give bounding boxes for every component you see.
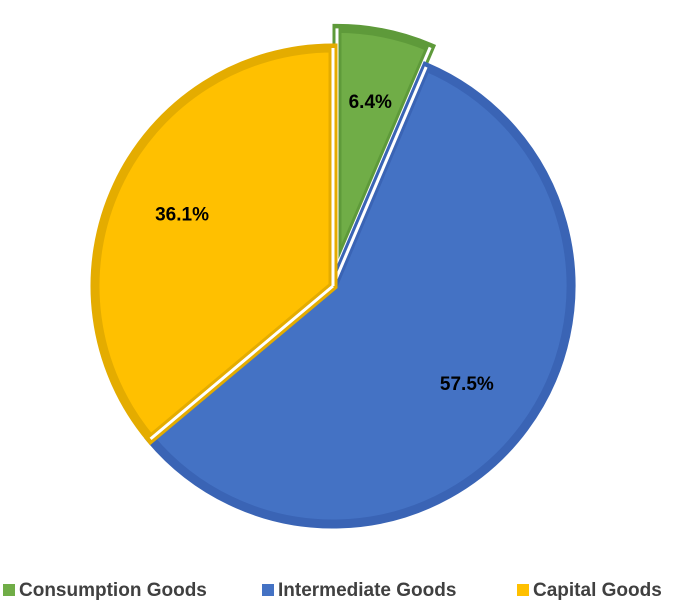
pie-slices	[90, 23, 576, 529]
legend: Consumption Goods Intermediate Goods Capit…	[3, 580, 662, 601]
slice-separator-capital-goods-0	[149, 284, 334, 441]
slice-label-consumption-goods: 6.4%	[349, 92, 392, 113]
legend-label-consumption-goods: Consumption Goods	[19, 580, 207, 601]
legend-label-capital-goods: Capital Goods	[533, 580, 662, 601]
slice-label-intermediate-goods: 57.5%	[440, 374, 494, 395]
legend-swatch-intermediate-goods	[262, 584, 274, 596]
pie-slice-intermediate-goods	[144, 61, 576, 529]
pie-slice-capital-goods	[90, 43, 338, 446]
slice-label-capital-goods: 36.1%	[155, 205, 209, 226]
legend-label-intermediate-goods: Intermediate Goods	[278, 580, 456, 601]
slice-separator-intermediate-goods-0	[331, 66, 428, 287]
legend-swatch-consumption-goods	[3, 584, 15, 596]
slice-labels: 6.4% 57.5% 36.1%	[155, 92, 494, 395]
legend-swatch-capital-goods	[517, 584, 529, 596]
